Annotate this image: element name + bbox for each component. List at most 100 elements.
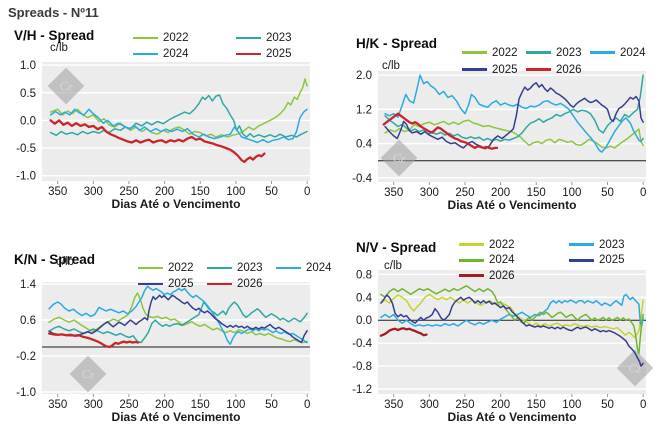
legend-label: 2023	[556, 46, 582, 59]
y-tick-label: -1.0	[16, 387, 36, 399]
legend-swatch	[590, 51, 615, 54]
y-tick-label: 2.0	[356, 70, 372, 82]
x-tick-label: 0	[304, 186, 310, 198]
y-tick-label: 0.8	[356, 269, 372, 281]
panel-vh: V/H - Spread c/lb 2022 2023 2024 2025 1.0 0.…	[0, 22, 336, 230]
legend-label: 2022	[489, 238, 515, 251]
legend-item-2025: 2025	[569, 253, 672, 269]
watermark-logo: Cz	[69, 355, 107, 393]
x-tick-label: 0	[640, 399, 646, 411]
y-axis-unit-vh: c/lb	[50, 42, 68, 54]
x-tick-label: 250	[455, 187, 474, 199]
x-tick-label: 150	[191, 399, 210, 411]
x-tick-label: 150	[527, 399, 546, 411]
legend-item-2022: 2022	[459, 237, 569, 253]
y-axis-unit-kn: c/lb	[56, 256, 74, 268]
legend-swatch	[569, 243, 594, 247]
y-tick-label: -0.4	[352, 173, 372, 185]
y-tick-label: 1.4	[20, 279, 37, 291]
x-tick-label: 200	[491, 187, 510, 199]
y-tick-label: -1.2	[352, 384, 372, 396]
x-tick-label: 100	[226, 186, 245, 198]
legend-label: 2024	[489, 254, 515, 267]
y-tick-label: 0.4	[356, 292, 373, 304]
legend-item-2022: 2022	[133, 30, 236, 46]
series-line-2022	[384, 119, 644, 149]
legend-swatch	[462, 51, 487, 54]
chart-hk: 2.0 1.2 0.4 -0.4 Cz 350 300 250 200 150 100 50 0 Dias…	[352, 70, 646, 210]
legend-label: 2023	[266, 32, 292, 44]
x-tick-label: 300	[84, 186, 103, 198]
x-axis-title: Dias Até o Vencimento	[448, 410, 577, 424]
y-axis-unit-nv: c/lb	[384, 260, 402, 272]
legend-swatch	[459, 243, 484, 247]
x-tick-label: 0	[304, 399, 310, 411]
y-tick-label: 0.5	[20, 88, 36, 100]
watermark-text: Cz	[59, 78, 73, 93]
legend-item-2024: 2024	[459, 253, 569, 269]
chart-nv: 0.8 0.4 0.0 -0.4 -0.8 -1.2 Cz 350 300 250 200 150 10…	[352, 269, 654, 424]
y-tick-label: -1.0	[16, 171, 36, 183]
panel-nv: N/V - Spread c/lb 2022 2023 2024 2025 2026 0…	[336, 230, 672, 437]
series-line-2024	[380, 285, 644, 355]
watermark-text: Cz	[392, 150, 406, 165]
watermark-text: Cz	[81, 366, 95, 381]
panel-title-kn: K/N - Spread	[14, 252, 96, 267]
panel-hk: H/K - Spread c/lb 2022 2023 2024 2025 2026 2…	[336, 22, 672, 230]
x-tick-label: 100	[226, 399, 245, 411]
legend-item-2023: 2023	[569, 237, 672, 253]
panel-title-hk: H/K - Spread	[356, 36, 438, 51]
legend-swatch	[526, 51, 551, 54]
y-tick-label: -0.5	[16, 143, 36, 155]
x-tick-label: 100	[562, 399, 581, 411]
y-tick-label: 0.6	[20, 315, 36, 327]
series-line-2024	[48, 285, 308, 346]
y-tick-label: -0.4	[352, 338, 372, 350]
x-tick-label: 150	[191, 186, 210, 198]
y-tick-label: 0.0	[356, 315, 372, 327]
series-line-2023	[49, 94, 308, 138]
x-tick-label: 350	[384, 399, 403, 411]
x-tick-label: 250	[455, 399, 474, 411]
series-line-2026	[379, 327, 428, 337]
legend-swatch	[133, 36, 158, 40]
legend-label: 2025	[599, 254, 625, 267]
series-line-2022	[49, 78, 308, 138]
series-line-2025	[380, 294, 644, 367]
y-tick-label: 0.0	[20, 115, 36, 127]
x-tick-label: 50	[601, 187, 614, 199]
y-tick-label: 1.0	[20, 60, 36, 72]
x-axis-title: Dias Até o Vencimento	[448, 198, 577, 210]
y-tick-label: -0.8	[352, 361, 372, 373]
series-line-2025	[49, 119, 266, 164]
watermark-logo: Cz	[380, 139, 418, 177]
series-line-2024	[49, 108, 308, 144]
series-line-2026	[47, 332, 140, 349]
legend-label: 2023	[599, 238, 625, 251]
chart-kn: 1.4 0.6 -0.2 -1.0 Cz 350 300 250 200 150 100 50 0 Dia…	[16, 279, 310, 424]
x-tick-label: 350	[48, 186, 67, 198]
y-tick-label: -0.2	[16, 351, 36, 363]
legend-swatch	[236, 52, 261, 56]
watermark-text: Cz	[628, 360, 642, 375]
series-line-2023	[380, 293, 644, 327]
series-line-2025	[48, 294, 308, 344]
x-tick-label: 350	[384, 187, 403, 199]
legend-swatch	[459, 258, 484, 262]
legend-label: 2022	[163, 32, 189, 44]
x-tick-label: 300	[420, 187, 439, 199]
x-tick-label: 300	[420, 399, 439, 411]
legend-swatch	[133, 52, 158, 56]
y-axis-unit-hk: c/lb	[382, 60, 400, 72]
panel-title-vh: V/H - Spread	[14, 28, 95, 43]
page-title: Spreads - Nº11	[8, 5, 99, 20]
series-line-2026	[382, 112, 499, 150]
x-tick-label: 150	[527, 187, 546, 199]
x-tick-label: 0	[640, 187, 646, 199]
y-tick-label: 0.4	[356, 139, 373, 151]
chart-vh: 1.0 0.5 0.0 -0.5 -1.0 Cz 350 300 250 200 150 100 50 0…	[16, 60, 310, 210]
series-line-2025	[384, 82, 644, 150]
x-tick-label: 200	[155, 186, 174, 198]
x-tick-label: 100	[562, 187, 581, 199]
x-tick-label: 350	[48, 399, 67, 411]
